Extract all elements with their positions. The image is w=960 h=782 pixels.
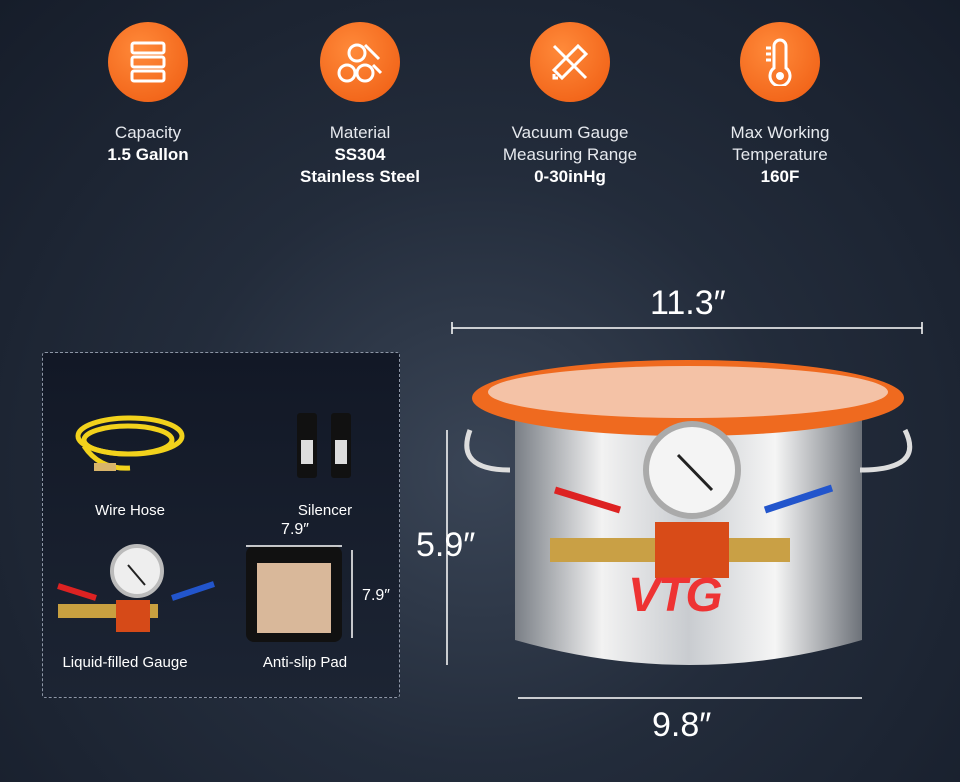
thermometer-icon: [740, 22, 820, 102]
feature-value: 160F: [760, 167, 800, 186]
feature-value: 0-30inHg: [534, 167, 606, 186]
wire-hose-image: [75, 415, 185, 471]
feature-label-line2: Temperature: [732, 145, 828, 164]
feature-value: SS304: [334, 145, 386, 164]
feature-value: 1.5 Gallon: [107, 145, 189, 164]
feature-label: Capacity: [114, 123, 182, 142]
layers-icon: [108, 22, 188, 102]
accessory-silencer-label: Silencer: [297, 502, 353, 519]
feature-material: Material SS304 Stainless Steel: [260, 22, 460, 188]
silencer-image: [297, 413, 351, 478]
feature-value-2: Stainless Steel: [299, 167, 420, 186]
ruler-pencil-icon: [530, 22, 610, 102]
feature-label: Vacuum Gauge Measuring Range: [470, 122, 670, 166]
feature-gauge-range: Vacuum Gauge Measuring Range 0-30inHg: [470, 22, 670, 188]
feature-temperature: Max Working Temperature 160F: [680, 22, 880, 188]
feature-label-line1: Max Working: [730, 123, 830, 142]
lid-width-label: 11.3″: [650, 284, 726, 322]
pad-width-label: 7.9″: [281, 521, 309, 538]
base-width-label: 9.8″: [652, 706, 712, 744]
dimension-lines: [446, 322, 923, 699]
feature-label: Material: [329, 123, 391, 142]
accessory-pad-label: Anti-slip Pad: [262, 654, 348, 671]
material-rolls-icon: [320, 22, 400, 102]
brand-logo: VTG: [628, 569, 723, 622]
feature-capacity: Capacity 1.5 Gallon: [48, 22, 248, 166]
feature-label-line1: Vacuum Gauge: [511, 123, 629, 142]
liquid-filled-gauge-image: [57, 544, 215, 632]
accessory-wire-hose-label: Wire Hose: [94, 502, 165, 519]
feature-label-line2: Measuring Range: [502, 145, 638, 164]
feature-label: Max Working Temperature: [680, 122, 880, 166]
accessory-gauge-label: Liquid-filled Gauge: [62, 654, 188, 671]
height-label: 5.9″: [416, 526, 476, 564]
accessories-panel: [42, 352, 400, 698]
pad-height-label: 7.9″: [362, 587, 390, 604]
vacuum-chamber-image: [464, 360, 913, 665]
anti-slip-pad-image: [246, 545, 353, 642]
